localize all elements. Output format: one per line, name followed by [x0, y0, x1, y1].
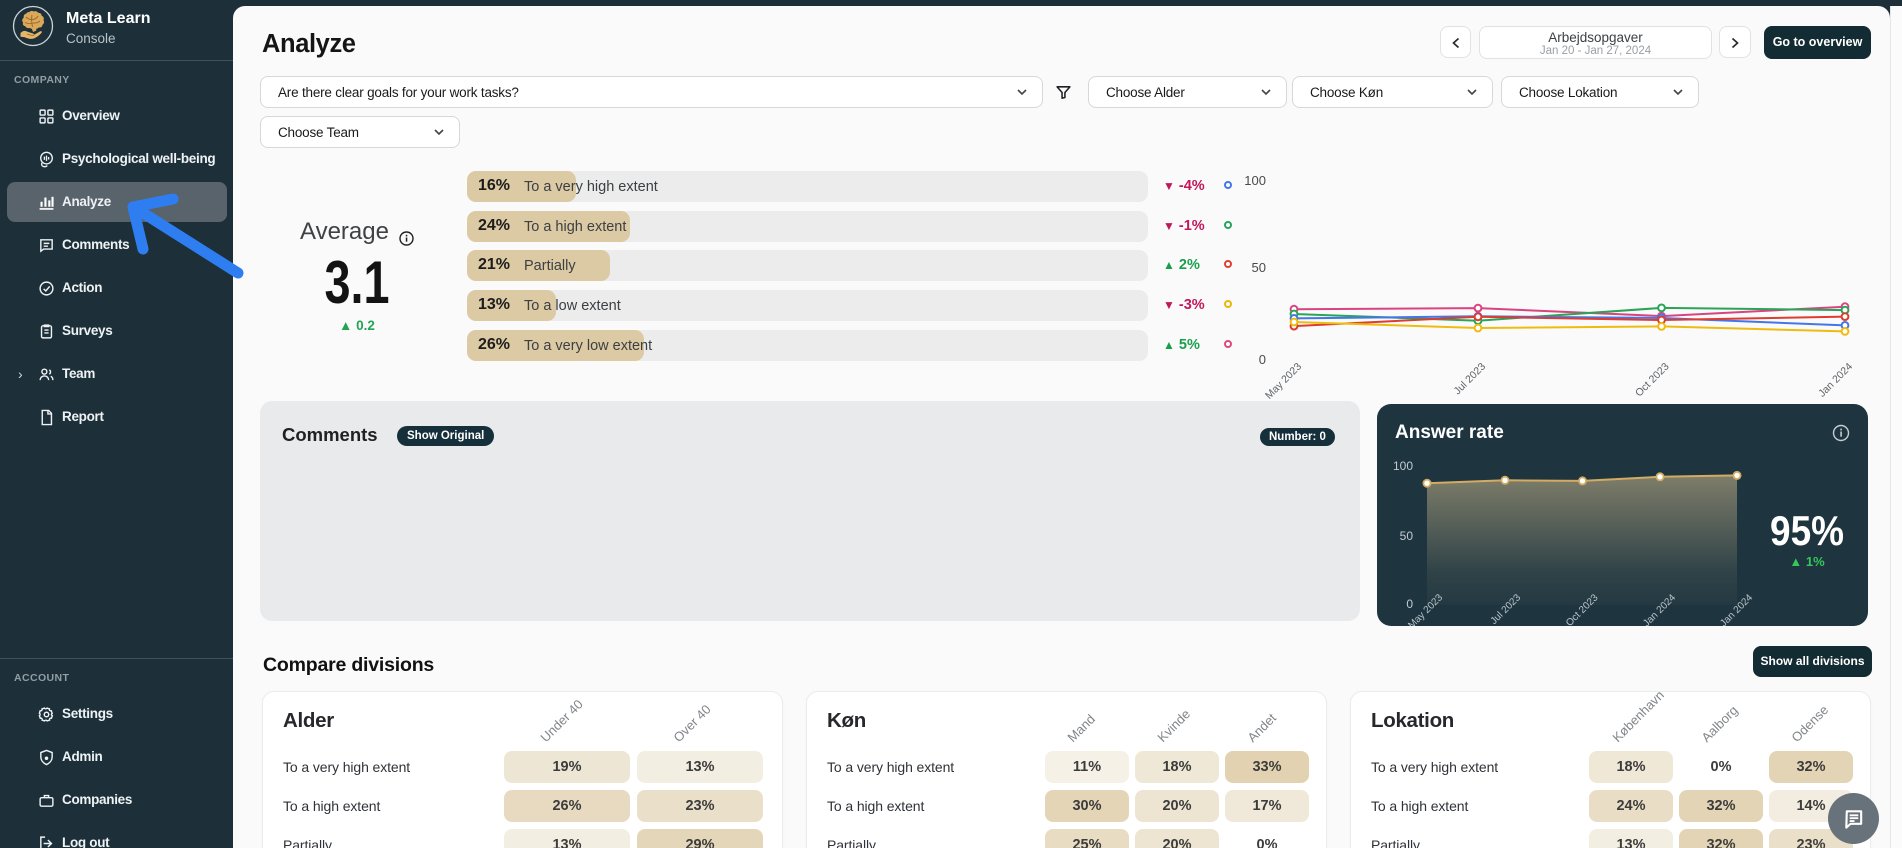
svg-text:Jul 2023: Jul 2023: [1452, 361, 1489, 398]
svg-text:Jan 2024: Jan 2024: [1816, 361, 1855, 400]
svg-text:50: 50: [1400, 529, 1414, 543]
svg-text:May 2023: May 2023: [1263, 361, 1304, 402]
svg-text:100: 100: [1244, 173, 1266, 188]
svg-text:0: 0: [1259, 352, 1266, 367]
svg-text:Oct 2023: Oct 2023: [1633, 361, 1672, 400]
svg-text:50: 50: [1252, 260, 1266, 275]
svg-text:100: 100: [1393, 459, 1413, 473]
svg-text:0: 0: [1406, 597, 1413, 611]
